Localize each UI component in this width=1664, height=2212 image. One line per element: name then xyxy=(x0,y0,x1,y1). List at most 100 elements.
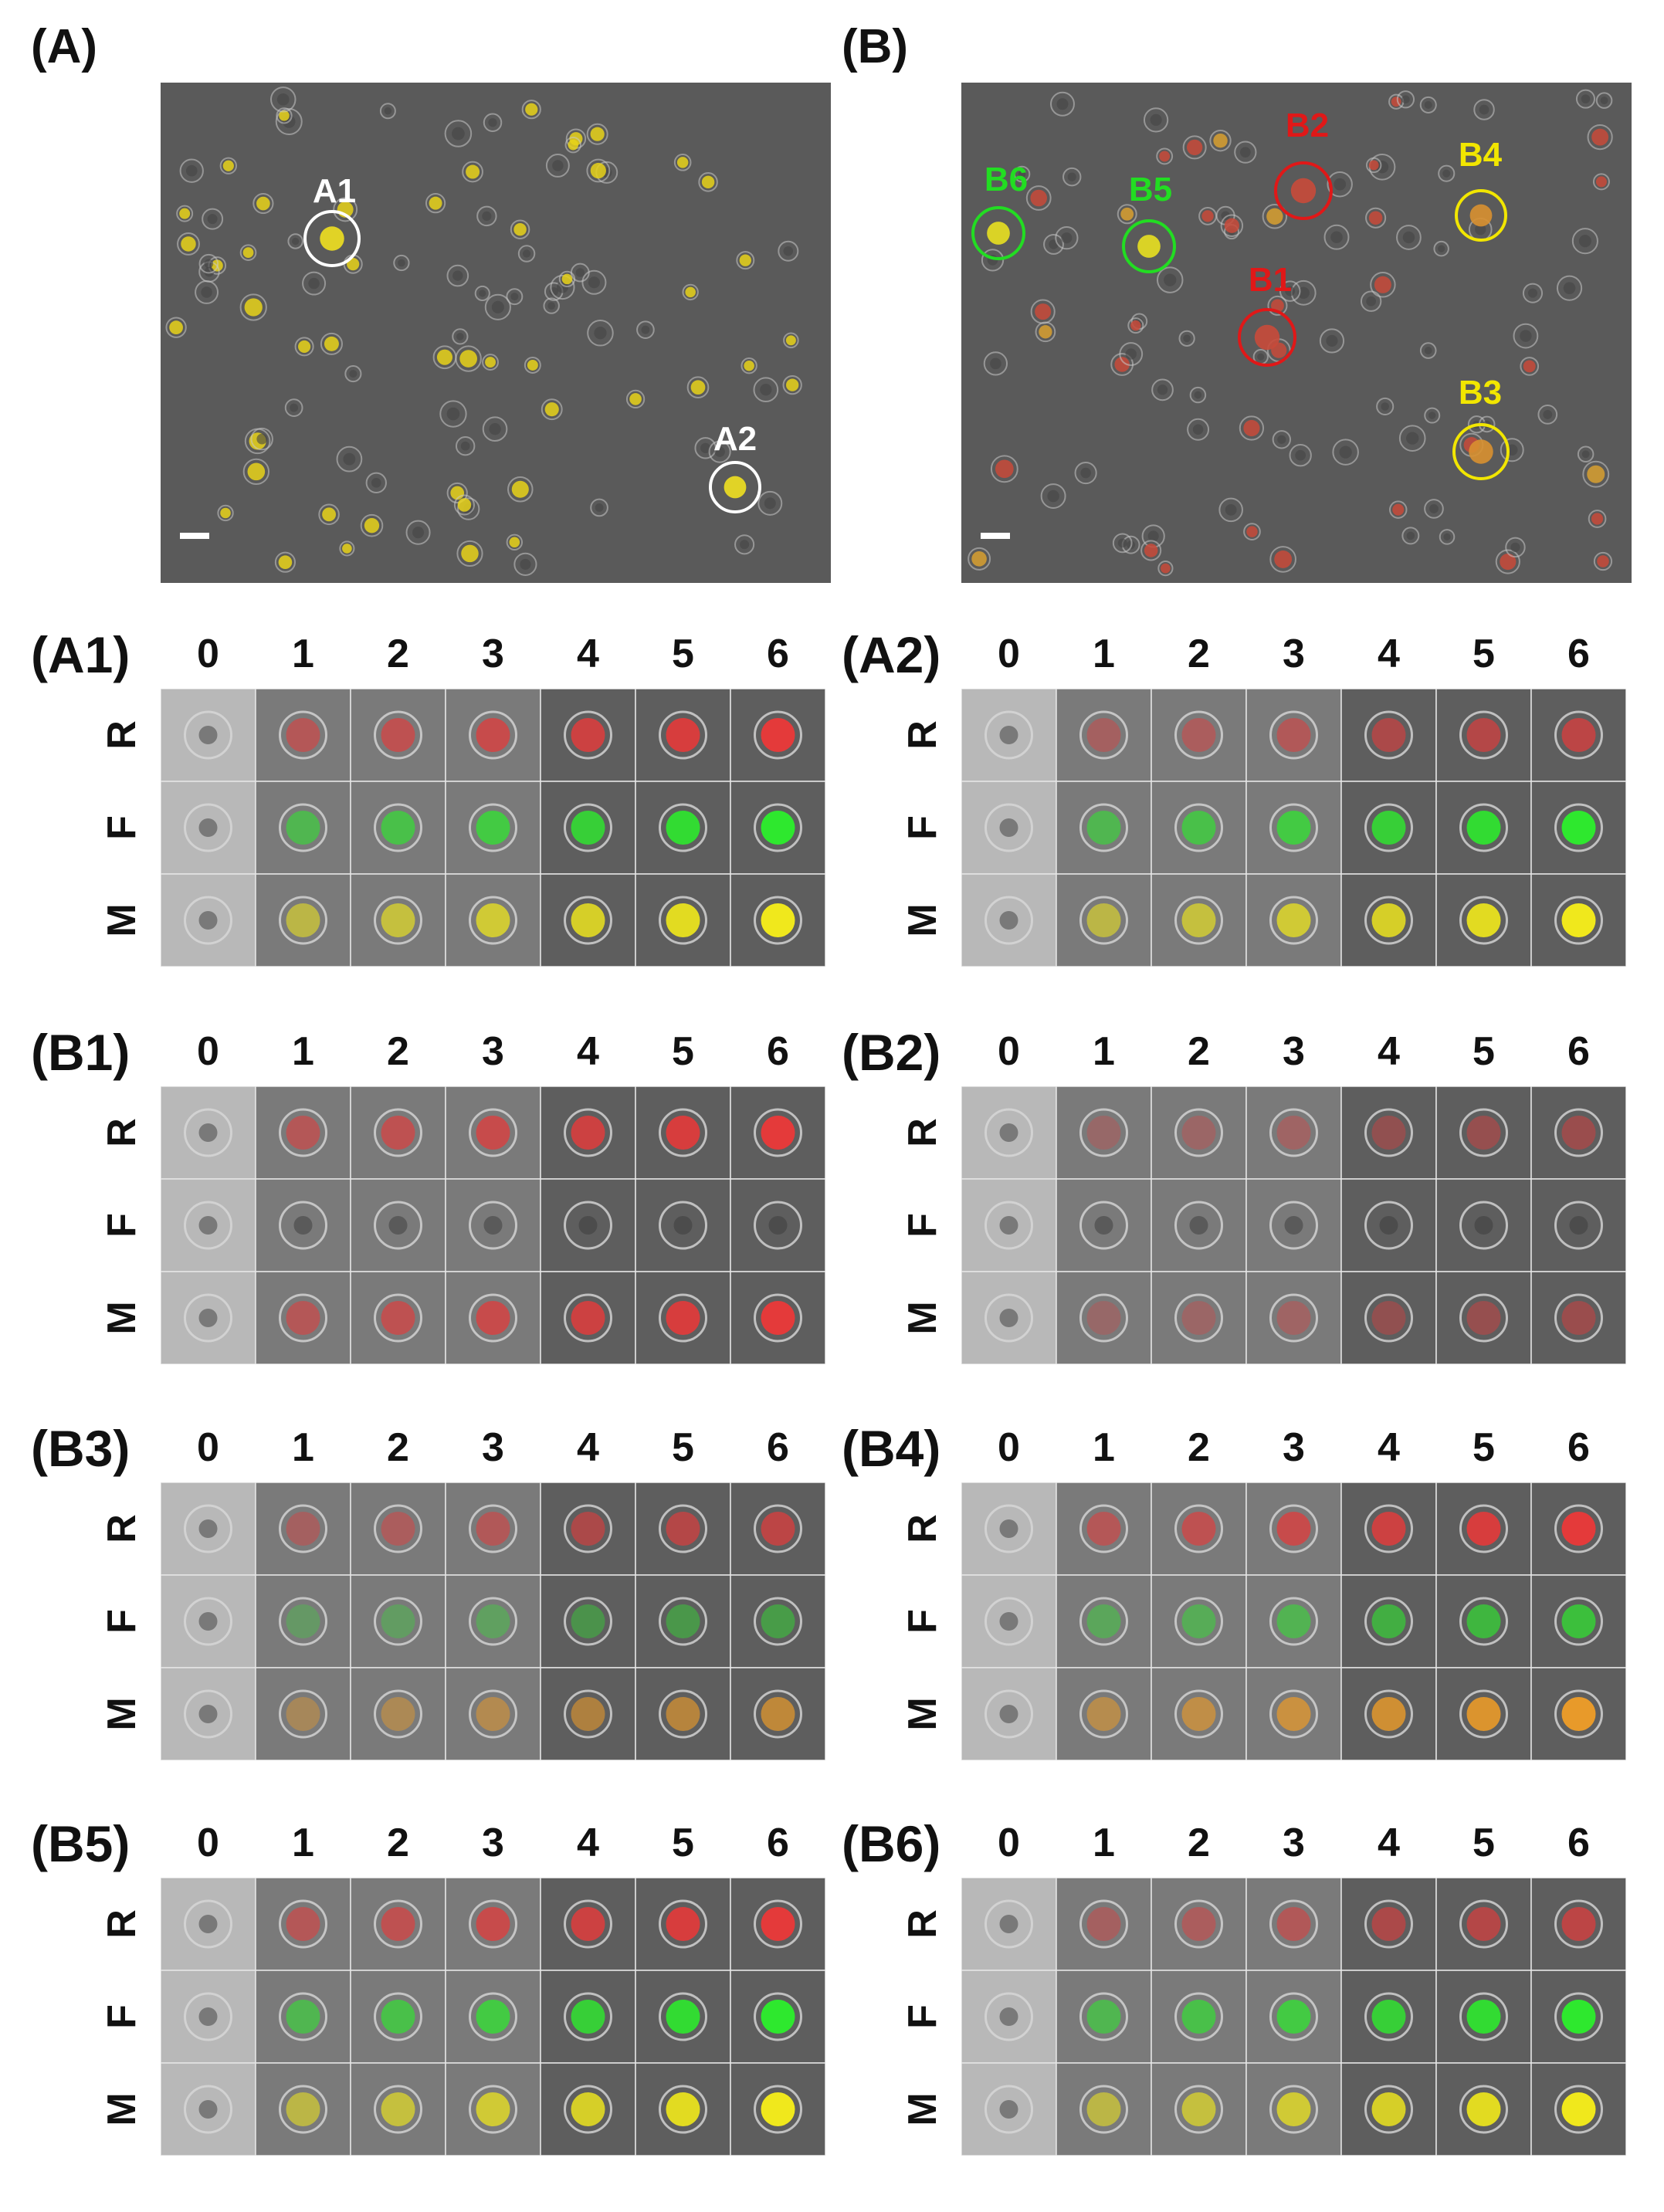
timepoint-label: 0 xyxy=(197,1029,219,1074)
cell xyxy=(590,498,608,517)
panel-a-label: (A) xyxy=(31,20,98,73)
fluorescent-cell xyxy=(1120,207,1134,221)
timepoint-label: 0 xyxy=(998,632,1020,676)
cell xyxy=(179,158,204,183)
timepoint-label: 0 xyxy=(197,632,219,676)
cell-outline xyxy=(1459,1504,1508,1553)
cell-outline xyxy=(985,1899,1033,1949)
fluorescent-cell xyxy=(244,298,263,317)
cell xyxy=(284,398,303,417)
timepoint-label: 0 xyxy=(197,1425,219,1470)
cell-signal xyxy=(381,1907,415,1941)
cell xyxy=(219,157,237,174)
cell-outline xyxy=(659,1293,707,1343)
cell-outline xyxy=(279,1992,327,2041)
cell-signal xyxy=(1181,903,1216,937)
overview-image-a: A1 A2 xyxy=(161,83,831,583)
cell-nucleus xyxy=(384,107,392,115)
cell-signal xyxy=(1086,1604,1121,1638)
cell-outline xyxy=(985,1108,1033,1157)
fluorescent-cell xyxy=(364,518,380,534)
cell xyxy=(1473,99,1495,120)
cell-nucleus xyxy=(510,293,519,301)
channel-label-f: F xyxy=(100,815,144,840)
fluorescent-cell xyxy=(685,286,696,298)
cell-nucleus xyxy=(1475,224,1486,235)
timepoint-label: 0 xyxy=(998,1029,1020,1074)
cell-outline xyxy=(1554,896,1603,945)
fluorescent-cell xyxy=(222,160,234,171)
cell-signal xyxy=(666,1697,700,1731)
cell-nucleus xyxy=(1366,296,1376,307)
cell xyxy=(1588,510,1607,528)
cell-outline xyxy=(564,710,612,760)
cell-outline xyxy=(1554,803,1603,852)
cell-outline xyxy=(1554,1201,1603,1250)
cell-signal xyxy=(761,1512,795,1546)
tile xyxy=(1435,1271,1532,1364)
cell-outline xyxy=(1174,710,1223,760)
cell-signal xyxy=(1561,811,1596,845)
cell-signal xyxy=(286,903,320,937)
timepoint-label: 0 xyxy=(998,1821,1020,1865)
cell xyxy=(541,398,563,421)
channel-label-m: M xyxy=(100,903,144,937)
cell-outline xyxy=(1079,1108,1128,1157)
cell-nucleus xyxy=(999,726,1018,744)
cell-nucleus xyxy=(1189,1216,1208,1235)
fluorescent-cell xyxy=(466,164,480,179)
cell xyxy=(336,445,363,473)
cell-nucleus xyxy=(1474,1216,1493,1235)
cell xyxy=(1074,461,1097,485)
cell-signal xyxy=(476,1907,510,1941)
timepoint-label: 3 xyxy=(1283,1425,1305,1470)
cell xyxy=(1119,342,1144,366)
cell-signal xyxy=(1181,2000,1216,2034)
timepoint-label: 6 xyxy=(767,1029,789,1074)
cell xyxy=(393,254,410,272)
cell xyxy=(783,332,799,349)
cell-outline xyxy=(469,1689,517,1739)
cell-outline xyxy=(1364,1293,1413,1343)
cell-outline xyxy=(469,1201,517,1250)
cell-nucleus xyxy=(1402,231,1415,244)
cell-outline xyxy=(754,1597,802,1646)
cell-signal xyxy=(1371,1604,1406,1638)
cell-nucleus xyxy=(578,1216,598,1235)
subpanel-label: (B4) xyxy=(842,1420,941,1477)
cell-nucleus xyxy=(588,276,600,289)
cell-outline xyxy=(1554,1899,1603,1949)
cell-nucleus xyxy=(1056,98,1069,110)
fluorescent-cell xyxy=(511,480,529,498)
tile xyxy=(1245,1271,1342,1364)
cell-outline xyxy=(1459,803,1508,852)
cell-nucleus xyxy=(1424,347,1432,354)
cell-nucleus xyxy=(1257,353,1265,361)
cell-signal xyxy=(761,1907,795,1941)
cell-nucleus xyxy=(999,1519,1018,1538)
cell xyxy=(570,263,590,283)
cell-outline xyxy=(1079,1293,1128,1343)
cell xyxy=(439,400,467,428)
time-lapse-grid xyxy=(161,1086,825,1364)
cell-outline xyxy=(754,1108,802,1157)
cell-signal xyxy=(1086,903,1121,937)
timepoint-label: 6 xyxy=(1567,1821,1590,1865)
fluorescent-cell xyxy=(279,110,290,121)
tile xyxy=(350,1482,446,1576)
cell-signal xyxy=(1276,718,1311,752)
cell-outline xyxy=(374,2085,422,2134)
timepoint-label: 1 xyxy=(1093,1821,1115,1865)
cell-nucleus xyxy=(456,333,464,340)
cell-nucleus xyxy=(207,214,218,225)
cell-nucleus xyxy=(308,277,320,290)
fluorescent-cell xyxy=(701,175,715,189)
cell xyxy=(1398,425,1426,452)
cell-signal xyxy=(571,1907,605,1941)
cell xyxy=(507,476,534,503)
cell-signal xyxy=(381,2000,415,2034)
tile xyxy=(1530,1086,1626,1180)
fluorescent-cell xyxy=(179,208,191,219)
cell-nucleus xyxy=(1401,95,1410,104)
cell xyxy=(275,108,303,136)
